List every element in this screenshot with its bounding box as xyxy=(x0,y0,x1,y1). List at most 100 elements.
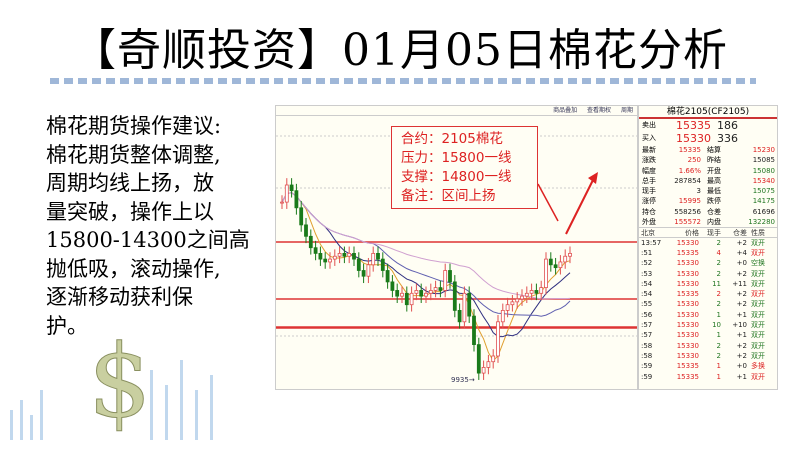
tick-row[interactable]: :58 15330 2 +2 双开 xyxy=(639,341,777,351)
header-oi-change: 仓差 xyxy=(733,229,747,238)
tick-oi-change: +2 xyxy=(736,300,747,309)
stat-label: 跌停 xyxy=(707,197,721,206)
stat-label: 结算 xyxy=(707,146,721,154)
tick-time: :58 xyxy=(641,341,653,350)
candle-body xyxy=(352,252,356,260)
candle-body xyxy=(356,258,361,271)
stat-label: 最低 xyxy=(707,187,721,196)
tick-time: :54 xyxy=(641,279,653,288)
tick-type: 双开 xyxy=(751,248,765,257)
candle-body xyxy=(472,315,476,346)
stat-label: 幅度 xyxy=(642,166,656,175)
stat-value: 558256 xyxy=(674,207,701,216)
advice-text: 棉花期货操作建议: 棉花期货整体调整, 周期均线上扬，放 量突破，操作上以 15… xyxy=(46,112,276,340)
candle-body xyxy=(299,207,304,226)
ask-volume: 186 xyxy=(717,119,738,132)
note-line: 支撑：14800一线 xyxy=(401,169,512,185)
candle-body xyxy=(313,247,318,254)
candle-body xyxy=(500,309,505,323)
options-button[interactable]: 查看期权 xyxy=(587,107,612,114)
tick-row[interactable]: :55 15330 2 +2 双开 xyxy=(639,299,777,309)
tick-row[interactable]: :58 15330 2 +2 双开 xyxy=(639,351,777,361)
tick-oi-change: +1 xyxy=(736,372,747,381)
tick-price: 15330 xyxy=(676,300,699,309)
tick-row[interactable]: :54 15330 11 +11 双开 xyxy=(639,279,777,289)
ticks-list[interactable]: 13:57 15330 2 +2 双开:51 15335 4 +4 双开:52 15330 2 +0 空… xyxy=(639,238,777,382)
tick-row[interactable]: :59 15335 1 +1 双开 xyxy=(639,372,777,382)
candle-body xyxy=(424,292,428,297)
advice-line: 护。 xyxy=(46,313,88,338)
ask-label: 卖出 xyxy=(642,121,656,129)
stat-row: 总手 287854 最高 15340 xyxy=(639,176,777,186)
overlay-button[interactable]: 商品叠加 xyxy=(553,107,578,114)
candle-body xyxy=(347,252,352,257)
stat-value: 15080 xyxy=(752,166,775,175)
tick-row[interactable]: :57 15330 10 +10 双开 xyxy=(639,320,777,330)
candle-body xyxy=(505,304,510,311)
bid-price: 15330 xyxy=(676,132,711,145)
stat-value: 250 xyxy=(687,156,701,165)
tick-type: 双开 xyxy=(751,290,765,299)
tick-price: 15330 xyxy=(676,321,699,330)
tick-type: 双开 xyxy=(751,372,765,381)
tick-row[interactable]: :52 15330 2 +0 空换 xyxy=(639,258,777,268)
candle-body xyxy=(323,258,328,263)
tick-price: 15335 xyxy=(676,248,699,257)
tick-row[interactable]: :57 15330 1 +1 双开 xyxy=(639,330,777,340)
tick-time: :56 xyxy=(641,310,653,319)
candle-body xyxy=(428,290,433,294)
tick-row[interactable]: :56 15330 1 +1 双开 xyxy=(639,310,777,320)
tick-time: 13:57 xyxy=(641,238,662,247)
candle-body xyxy=(491,355,496,363)
tick-type: 双开 xyxy=(751,331,765,340)
ticks-header: 北京 价格 现手 仓差 性质 xyxy=(639,227,777,238)
candle-body xyxy=(515,298,520,303)
stat-label: 涨停 xyxy=(642,197,656,206)
candle-body xyxy=(476,344,481,374)
candle-body xyxy=(404,292,409,306)
candle-body xyxy=(486,361,491,368)
tick-type: 双开 xyxy=(751,238,765,247)
tick-time: :51 xyxy=(641,248,653,257)
stat-row: 涨跌 250 昨结 15085 xyxy=(639,155,777,165)
candle-body xyxy=(376,252,380,260)
tick-time: :57 xyxy=(641,331,653,340)
candle-body xyxy=(380,258,385,271)
advice-line: 量突破，操作上以 xyxy=(46,199,214,224)
tick-oi-change: +2 xyxy=(736,290,747,299)
tick-row[interactable]: :51 15335 4 +4 双开 xyxy=(639,248,777,258)
tick-row[interactable]: 13:57 15330 2 +2 双开 xyxy=(639,238,777,248)
tick-oi-change: +2 xyxy=(736,341,747,350)
period-button[interactable]: 周期 xyxy=(620,107,633,114)
candle-body xyxy=(318,252,323,260)
tick-oi-change: +11 xyxy=(732,279,747,288)
tick-volume: 1 xyxy=(716,331,721,340)
tick-time: :55 xyxy=(641,300,653,309)
note-line: 备注：区间上扬 xyxy=(401,188,496,204)
candle-body xyxy=(539,287,544,294)
stat-row: 现手 3 最低 15075 xyxy=(639,186,777,196)
candle-body xyxy=(520,295,524,300)
stat-label: 涨跌 xyxy=(642,156,656,165)
svg-text:$: $ xyxy=(88,323,152,440)
tick-row[interactable]: :53 15330 2 +2 双开 xyxy=(639,269,777,279)
kline-chart-panel[interactable]: 商品叠加 查看期权 周期 合约：2105棉花 压力：15800一线 支撑：148… xyxy=(275,105,638,390)
tick-time: :52 xyxy=(641,259,653,268)
tick-row[interactable]: :59 15335 1 +0 多换 xyxy=(639,361,777,371)
tick-volume: 2 xyxy=(716,269,721,278)
candle-body xyxy=(342,252,347,257)
tick-volume: 2 xyxy=(716,238,721,247)
candle-body xyxy=(443,270,448,291)
tick-volume: 4 xyxy=(716,248,721,257)
tick-type: 双开 xyxy=(751,269,765,278)
candle-body xyxy=(366,264,371,277)
tick-type: 双开 xyxy=(751,341,765,350)
candle-body xyxy=(462,292,467,323)
low-price-label: 9935→ xyxy=(451,376,475,384)
tick-row[interactable]: :54 15335 2 +2 双开 xyxy=(639,289,777,299)
tick-oi-change: +2 xyxy=(736,351,747,360)
tick-oi-change: +4 xyxy=(736,248,747,257)
candle-body xyxy=(438,287,443,291)
stat-label: 外盘 xyxy=(642,218,656,227)
tick-price: 15330 xyxy=(676,331,699,340)
